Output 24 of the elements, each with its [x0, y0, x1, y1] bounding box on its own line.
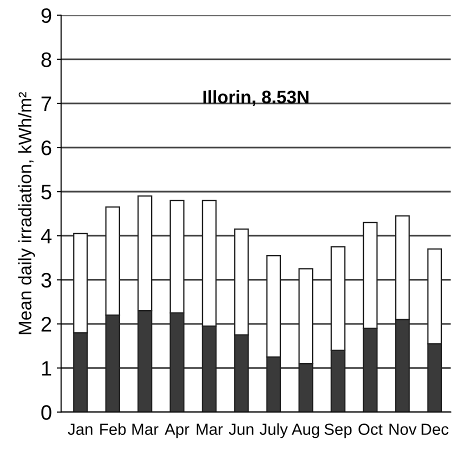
x-tick-label: Jan — [68, 424, 92, 435]
y-axis-title: Mean daily irradiation, kWh/m² — [18, 92, 35, 334]
x-tick-label: Sep — [324, 424, 352, 438]
x-tick-label: Nov — [390, 424, 417, 435]
y-tick-label: 3 — [41, 272, 52, 288]
y-tick-label: 0 — [41, 405, 52, 420]
x-tick-label: July — [260, 423, 288, 438]
x-tick-label: Aug — [292, 424, 320, 438]
x-tick-label: Jun — [228, 424, 254, 435]
x-tick-label: Feb — [100, 423, 126, 435]
x-tick-label: Apr — [164, 424, 190, 438]
y-tick-label: 7 — [42, 96, 52, 111]
y-tick-label: 5 — [41, 184, 52, 200]
x-tick-label: Mar — [132, 424, 158, 435]
y-tick-label: 6 — [42, 140, 52, 156]
y-tick-label: 2 — [42, 316, 52, 332]
y-tick-label: 9 — [42, 8, 52, 23]
x-tick-label: Dec — [422, 424, 448, 435]
text: Illorin, 8.53N — [203, 90, 308, 106]
x-tick-label: Oct — [358, 424, 383, 435]
y-tick-label: 8 — [41, 52, 52, 68]
x-tick-label: Mar — [196, 424, 223, 435]
y-tick-label: 1 — [42, 361, 52, 376]
y-tick-label: 4 — [41, 228, 52, 244]
